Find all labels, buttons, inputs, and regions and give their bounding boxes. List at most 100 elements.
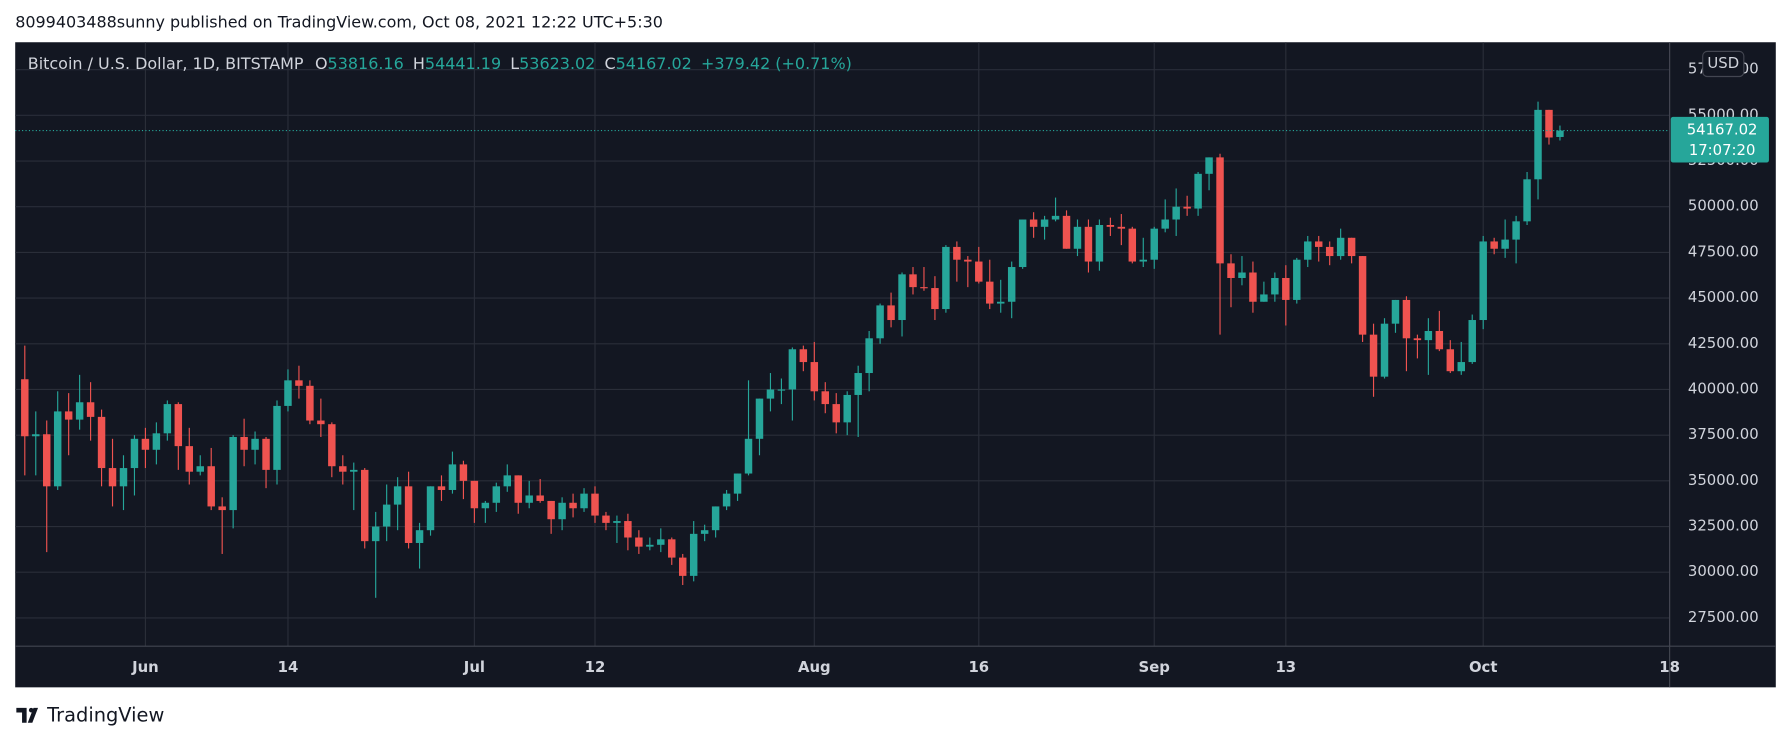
candle-body	[1029, 219, 1038, 227]
candle-body	[1479, 241, 1487, 321]
candle-body	[843, 394, 851, 423]
candle-body	[986, 281, 994, 304]
candle-body	[1205, 157, 1213, 174]
candle-body	[1413, 338, 1422, 341]
candle-body	[821, 391, 830, 405]
candle-body	[1490, 241, 1498, 249]
candle-body	[328, 424, 336, 467]
candle-body	[1391, 299, 1400, 324]
candle-body	[1523, 179, 1531, 222]
candle-body	[393, 486, 402, 505]
candle-body	[1369, 334, 1378, 377]
candle-body	[382, 504, 391, 527]
candle-body	[185, 446, 194, 472]
candle-body	[975, 261, 983, 282]
candle-body	[898, 274, 906, 321]
ohlc-key: O	[315, 53, 328, 72]
currency-button	[1702, 50, 1745, 78]
ohlc-key: C	[604, 53, 615, 72]
candle-body	[788, 349, 797, 390]
candle-body	[996, 301, 1005, 304]
currency-label: USD	[1707, 55, 1739, 72]
candle-body	[1402, 299, 1411, 339]
candle-body	[1238, 272, 1246, 278]
candle-body	[1435, 330, 1444, 350]
candle-body	[744, 438, 753, 474]
y-tick-label: 35000.00	[1688, 472, 1759, 489]
y-tick-label: 27500.00	[1688, 609, 1759, 626]
candle-body	[415, 530, 424, 543]
candle-body	[909, 274, 917, 288]
candle-body	[1227, 263, 1235, 278]
brand: TradingView	[46, 703, 164, 726]
candle-body	[1260, 294, 1268, 302]
candle-body	[141, 438, 150, 450]
candle-body	[64, 411, 73, 420]
candle-body	[1304, 241, 1312, 260]
candle-body	[1106, 224, 1115, 227]
x-tick-label: 12	[585, 659, 606, 676]
candle-body	[492, 486, 501, 503]
x-tick-label: 13	[1276, 659, 1297, 676]
candle-body	[130, 438, 139, 469]
candle-body	[1534, 109, 1542, 180]
candle-body	[854, 373, 862, 395]
y-tick-label: 32500.00	[1688, 518, 1759, 535]
y-tick-label: 37500.00	[1688, 426, 1759, 443]
candle-body	[569, 502, 577, 509]
candle-body	[1457, 362, 1465, 372]
candle-body	[1183, 206, 1191, 209]
candle-body	[514, 475, 522, 503]
y-tick-label: 50000.00	[1688, 198, 1759, 215]
candle-body	[1282, 277, 1290, 300]
symbol-name: Bitcoin / U.S. Dollar, 1D, BITSTAMP	[28, 53, 304, 72]
x-tick-label: Jul	[463, 659, 485, 676]
y-tick-label: 40000.00	[1688, 380, 1759, 397]
candle-body	[964, 259, 972, 262]
y-tick-label: 45000.00	[1688, 289, 1759, 306]
candle-body	[481, 502, 490, 509]
candle-body	[53, 411, 62, 487]
candle-body	[1051, 215, 1060, 220]
candle-body	[1336, 237, 1345, 257]
candle-body	[1040, 219, 1049, 227]
x-tick-label: 18	[1659, 659, 1680, 676]
candle-body	[459, 464, 468, 481]
candle-body	[218, 506, 226, 511]
candle-body	[591, 493, 599, 516]
candle-body	[1007, 267, 1016, 302]
ohlc-value: 54441.19	[425, 53, 501, 72]
candle-body	[350, 469, 358, 472]
x-tick-label: Sep	[1139, 659, 1170, 676]
ohlc-key: H	[413, 53, 425, 72]
ohlc-value: 53623.02	[519, 53, 595, 72]
candle-layer	[21, 101, 1564, 598]
candle-body	[1380, 323, 1389, 377]
candle-body	[832, 404, 840, 423]
candle-body	[86, 402, 95, 417]
candle-body	[799, 349, 808, 363]
ohlc-value: 53816.16	[328, 53, 404, 72]
candle-body	[700, 530, 709, 534]
candle-body	[371, 526, 380, 542]
candle-body	[163, 404, 172, 434]
candle-body	[1128, 228, 1137, 262]
chart-panel	[15, 42, 1776, 688]
x-tick-label: 14	[278, 659, 299, 676]
candle-body	[108, 468, 117, 487]
candle-body	[1446, 349, 1455, 372]
x-tick-label: Aug	[798, 659, 831, 676]
candle-body	[810, 362, 819, 392]
candle-body	[1545, 109, 1553, 138]
candle-body	[558, 502, 566, 520]
candle-body	[360, 469, 369, 542]
candle-body	[32, 434, 40, 437]
candle-body	[1325, 246, 1334, 257]
candle-body	[229, 436, 237, 511]
candle-body	[1249, 272, 1257, 302]
candle-body	[678, 557, 687, 576]
ohlc-key: L	[510, 53, 519, 72]
candle-body	[1347, 237, 1356, 257]
legend: Bitcoin / U.S. Dollar, 1D, BITSTAMP O5381…	[28, 53, 852, 72]
